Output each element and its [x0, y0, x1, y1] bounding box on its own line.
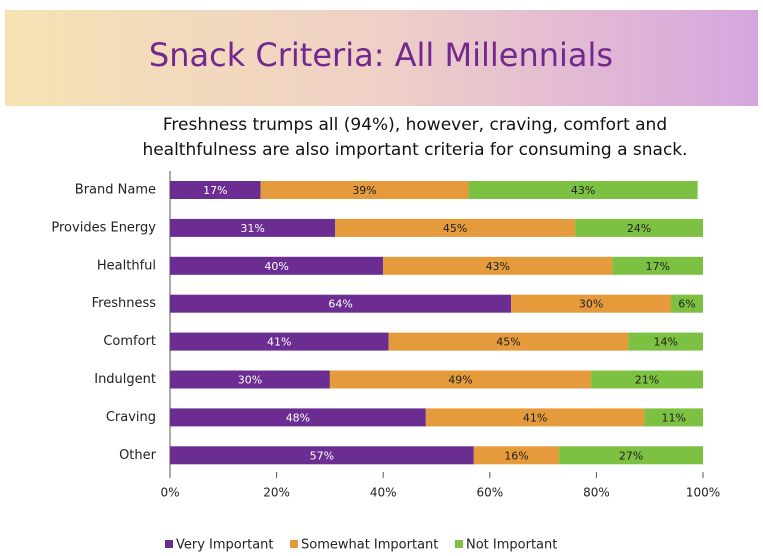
bar-segment: [329, 370, 592, 389]
bar-segment: [335, 218, 576, 237]
bar-segment: [511, 294, 672, 313]
value-label: 41%: [267, 336, 291, 349]
chart-title: Snack Criteria: All Millennials: [149, 36, 613, 74]
bar-segment: [170, 218, 336, 237]
value-label: 64%: [328, 298, 352, 311]
value-label: 14%: [653, 336, 677, 349]
bar-segment: [170, 294, 512, 313]
bar-segment: [170, 446, 474, 465]
value-label: 49%: [448, 374, 472, 387]
category-label: Brand Name: [75, 183, 156, 198]
bar-segment: [468, 181, 698, 199]
header-band: [5, 10, 758, 106]
x-tick-label: 20%: [263, 486, 290, 500]
bar-segment: [591, 370, 703, 389]
value-label: 6%: [678, 298, 695, 311]
bar-segment: [170, 332, 389, 351]
value-label: 30%: [238, 374, 262, 387]
category-label: Provides Energy: [51, 220, 156, 235]
legend-label: Very Important: [176, 538, 274, 553]
value-label: 45%: [443, 222, 467, 235]
bar-segment: [170, 370, 330, 389]
value-label: 57%: [310, 449, 334, 462]
bar-segment: [628, 332, 703, 351]
legend-swatch: [455, 540, 463, 548]
category-label: Craving: [106, 410, 156, 425]
value-label: 27%: [619, 449, 643, 462]
bar-segment: [383, 256, 613, 275]
value-label: 43%: [486, 260, 510, 273]
value-label: 39%: [352, 184, 376, 197]
value-label: 45%: [496, 336, 520, 349]
bar-segment: [644, 408, 703, 427]
x-tick-label: 60%: [476, 486, 503, 500]
value-label: 17%: [203, 184, 227, 197]
category-label: Other: [119, 448, 157, 463]
bar-segment: [473, 446, 560, 465]
value-label: 16%: [504, 449, 528, 462]
bar-segment: [170, 181, 261, 199]
bar-segment: [425, 408, 645, 427]
value-label: 11%: [661, 411, 685, 424]
legend-label: Not Important: [466, 538, 557, 553]
bar-segment: [575, 218, 703, 237]
bar-segment: [671, 294, 703, 313]
bar-segment: [260, 181, 469, 199]
x-tick-label: 80%: [583, 486, 610, 500]
bar-segment: [388, 332, 629, 351]
category-label: Healthful: [97, 258, 156, 273]
value-label: 30%: [579, 298, 603, 311]
value-label: 21%: [635, 374, 659, 387]
subtitle-line: healthfulness are also important criteri…: [142, 140, 687, 160]
value-label: 43%: [571, 184, 595, 197]
bar-segment: [170, 256, 384, 275]
value-label: 41%: [523, 411, 547, 424]
category-label: Comfort: [103, 334, 156, 349]
x-tick-label: 40%: [370, 486, 397, 500]
subtitle-line: Freshness trumps all (94%), however, cra…: [163, 115, 667, 135]
legend-swatch: [165, 540, 173, 548]
value-label: 24%: [627, 222, 651, 235]
value-label: 17%: [645, 260, 669, 273]
legend-swatch: [290, 540, 298, 548]
value-label: 31%: [240, 222, 264, 235]
x-tick-label: 100%: [686, 486, 720, 500]
x-tick-label: 0%: [160, 486, 179, 500]
bar-segment: [170, 408, 426, 427]
value-label: 40%: [264, 260, 288, 273]
bar-segment: [612, 256, 703, 275]
bar-segment: [559, 446, 703, 465]
legend-label: Somewhat Important: [301, 538, 438, 553]
category-label: Indulgent: [94, 372, 156, 387]
category-label: Freshness: [92, 296, 157, 311]
value-label: 48%: [286, 411, 310, 424]
